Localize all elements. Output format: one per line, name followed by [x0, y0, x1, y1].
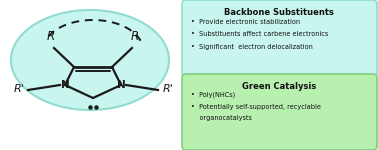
- Text: N: N: [117, 80, 125, 90]
- Text: Green Catalysis: Green Catalysis: [242, 82, 316, 91]
- Text: R: R: [131, 30, 139, 43]
- Ellipse shape: [11, 10, 169, 110]
- Text: organocatalysts: organocatalysts: [191, 115, 252, 121]
- Text: R: R: [47, 30, 55, 43]
- Text: •  Provide electronic stabilization: • Provide electronic stabilization: [191, 19, 300, 25]
- Text: N: N: [60, 80, 70, 90]
- Text: R': R': [14, 84, 24, 94]
- Text: R': R': [163, 84, 174, 94]
- Text: •  Significant  electron delocalization: • Significant electron delocalization: [191, 44, 313, 50]
- Text: •  Poly(NHCs): • Poly(NHCs): [191, 92, 235, 99]
- Text: •  Potentially self-supported, recyclable: • Potentially self-supported, recyclable: [191, 103, 321, 109]
- Text: •  Substituents affect carbene electronics: • Substituents affect carbene electronic…: [191, 32, 328, 38]
- FancyBboxPatch shape: [182, 74, 377, 150]
- Text: Backbone Substituents: Backbone Substituents: [224, 8, 334, 17]
- FancyBboxPatch shape: [182, 0, 377, 77]
